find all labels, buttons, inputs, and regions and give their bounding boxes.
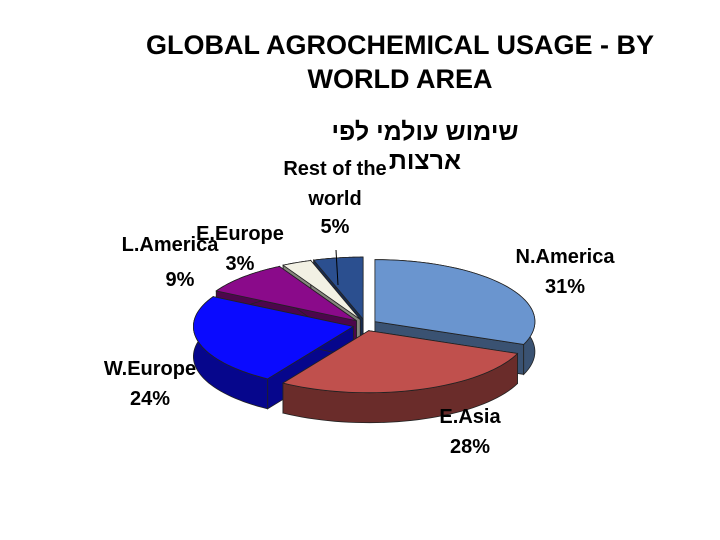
slice-label: L.America (121, 234, 219, 256)
slice-label: E.Asia (439, 406, 501, 428)
slice-label: W.Europe (103, 358, 197, 380)
chart-subtitle: שימוש עולמי לפי ארצות (331, 118, 519, 175)
value-label: 28% (449, 436, 491, 458)
pie-slice (215, 265, 357, 322)
value-label: 9% (165, 269, 195, 291)
pie-slice (312, 256, 364, 321)
pie-slice (374, 259, 536, 345)
slice-label: N.America (515, 246, 615, 268)
pie-slice (282, 260, 361, 320)
leader-line (335, 249, 339, 286)
value-label: 3% (225, 253, 255, 275)
slice-label: E.Europe (196, 223, 284, 245)
slice-label: Rest of the world (283, 158, 387, 210)
chart-title: GLOBAL AGROCHEMICAL USAGE - BY WORLD ARE… (145, 30, 655, 94)
value-label: 24% (129, 388, 171, 410)
value-label: 31% (544, 276, 586, 298)
pie-slice (192, 296, 355, 380)
value-label: 5% (320, 216, 350, 238)
pie-slice (281, 330, 519, 394)
